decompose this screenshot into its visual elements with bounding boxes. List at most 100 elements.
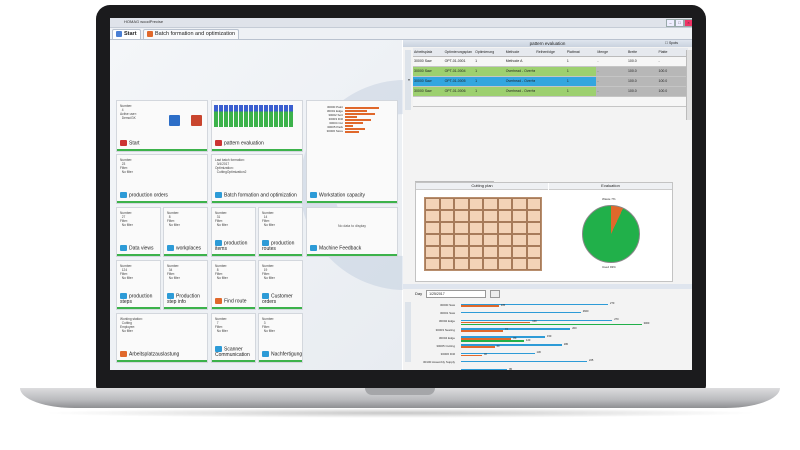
col-header[interactable]: Optimierungsplan	[444, 50, 472, 54]
col-header[interactable]: Methode	[505, 50, 520, 54]
tile-arbeitsplatzauslastung[interactable]: Working station: Cutting Employee: No fi…	[116, 313, 208, 363]
tile-production-items[interactable]: Number: 31 Filter: No filter production …	[211, 207, 256, 257]
tile-label: production items	[215, 239, 255, 252]
sheet-part	[439, 198, 454, 210]
col-header[interactable]: Platte	[658, 50, 668, 54]
window-title: HOMAG woodPrecise	[124, 19, 164, 24]
tile-text: Number: 14 Filter: No filter	[262, 211, 275, 227]
tile-nachfertigung[interactable]: Number: 3 Filter: No filter Nachfertigun…	[258, 313, 303, 363]
bar-value: 180	[563, 342, 569, 346]
bar-blue[interactable]	[461, 360, 587, 363]
grid-row[interactable]: 30000 Saw OPT-01-0004 1 Overhead - Overhead…	[413, 67, 689, 77]
col-header[interactable]: Menge	[597, 50, 609, 54]
tile-customer-orders[interactable]: Number: 19 Filter: No filter Customer or…	[258, 260, 303, 310]
bar-orange[interactable]	[461, 346, 495, 348]
grid-row[interactable]: 30000 Saw OPT-01-0005 1 Overhead - Overhead…	[413, 77, 689, 87]
col-header[interactable]: Reihenfolge	[536, 50, 555, 54]
tile-find-route[interactable]: Number: 8 Filter: No filter Find route	[211, 260, 256, 310]
sheet-part	[483, 210, 498, 222]
tile-bar	[117, 307, 160, 309]
sheet-part	[468, 222, 483, 234]
bar-value: 200	[572, 326, 577, 330]
tile-bar	[212, 254, 255, 256]
tile-machine-feedback[interactable]: No data to display Machine Feedback	[306, 207, 398, 257]
col-header[interactable]: Optimierung	[475, 50, 495, 54]
tab-start[interactable]: Start	[112, 29, 141, 39]
tile-label: Production step info	[167, 292, 207, 305]
close-button[interactable]: ×	[684, 19, 692, 27]
grid-cell	[413, 97, 444, 106]
grid-row[interactable]: 30000 Saw OPT-01-0001 1 Methode A 1 - 100.0 -	[413, 57, 688, 67]
bar-orange[interactable]	[461, 321, 531, 324]
capacity-toolbar: Day 1/25/2017	[415, 290, 501, 298]
tile-production-step-info[interactable]: Number: 34 Filter: No filter Production …	[163, 260, 208, 310]
tile-bar	[212, 360, 255, 362]
sheet-part	[425, 210, 440, 222]
sheet-part	[483, 222, 498, 234]
grid-row[interactable]: 30000 Saw OPT-01-0006 1 Overhead - Overhead…	[413, 87, 689, 97]
bar-blue[interactable]	[461, 311, 581, 314]
col-header[interactable]: Arbeitsplatz	[414, 50, 433, 54]
splitter[interactable]	[403, 284, 692, 289]
bar-blue[interactable]	[461, 328, 571, 330]
tile-capacity-label-text: Workstation capacity	[319, 192, 366, 199]
bar-green[interactable]	[461, 323, 642, 326]
sheet-part	[468, 210, 483, 222]
bar-value: 225	[589, 359, 594, 363]
date-select[interactable]: 1/25/2017	[426, 290, 487, 298]
bar-orange[interactable]	[461, 329, 503, 332]
bar-blue[interactable]	[461, 344, 562, 347]
bar-blue[interactable]	[461, 319, 613, 322]
tile-start-text: Number: 4 Active user: Demo/GK	[120, 104, 137, 120]
tile-bar	[259, 307, 302, 309]
bar-blue[interactable]	[461, 336, 545, 338]
period-label: Day	[415, 291, 423, 297]
tab-batch-formation[interactable]: Batch formation and optimization	[143, 29, 240, 39]
calendar-icon[interactable]	[490, 290, 501, 298]
bar-row: 30000 Saw 270 105	[413, 302, 685, 310]
sheet-part	[497, 210, 512, 222]
cutting-sheet[interactable]	[424, 197, 542, 271]
tile-batch-formation[interactable]: Last batch formation: 3/4/2017 Optimizat…	[211, 154, 303, 204]
tile-production-routes[interactable]: Number: 14 Filter: No filter production …	[258, 207, 303, 257]
tile-production-steps[interactable]: Number: 124 Filter: No filter production…	[116, 260, 161, 310]
bar-value: 2600	[582, 310, 589, 314]
bar-row: 30003 Nesting 200 72	[413, 327, 685, 335]
filter-strip[interactable]: ▼	[405, 50, 411, 110]
bar-orange[interactable]	[461, 305, 499, 307]
pattern-panel-title: pattern evaluation	[529, 41, 566, 46]
grid-cell: Overhead - Overhead	[505, 69, 536, 73]
tile-label: Find route	[215, 298, 247, 305]
tile-data-views[interactable]: Number: 27 Filter: No filter Data views	[116, 207, 161, 257]
tab-start-label: Start	[124, 31, 137, 37]
grid-cell: 1	[566, 69, 569, 73]
bar-orange[interactable]	[461, 354, 482, 357]
tile-bar	[164, 254, 207, 256]
sheet-part	[468, 198, 483, 210]
tile-production-orders[interactable]: Number: 23 Filter: No filter production …	[116, 154, 208, 204]
pattern-panel-header: pattern evaluation	[403, 40, 692, 47]
bar-orange[interactable]	[461, 338, 512, 340]
tile-start[interactable]: Number: 4 Active user: Demo/GK Start	[116, 100, 208, 152]
spots-checkbox[interactable]: ☐ Spots	[664, 41, 678, 45]
tile-workstation-capacity[interactable]: 30000 Paint 30001 Edge 30002 Sort 30003 …	[306, 100, 398, 204]
col-header[interactable]: Breite	[627, 50, 638, 54]
grid-scrollbar[interactable]	[686, 50, 692, 120]
grid-cell	[535, 77, 566, 86]
sheet-part	[425, 246, 440, 258]
filter-strip-2[interactable]	[405, 302, 411, 362]
minimize-button[interactable]: –	[666, 19, 675, 27]
col-header[interactable]: Plattmat	[566, 50, 580, 54]
tile-workplaces[interactable]: Number: 8 Filter: No filter workplaces	[163, 207, 208, 257]
bar-green[interactable]	[461, 340, 524, 342]
maximize-button[interactable]: □	[675, 19, 684, 27]
bar-row: 30001 Saw 2600	[413, 310, 685, 318]
tile-scanner-communication[interactable]: Number: 7 Filter: No filter Scanner Comm…	[211, 313, 256, 363]
grid-row[interactable]	[413, 97, 688, 107]
bar-blue[interactable]	[461, 303, 608, 306]
home-icon	[116, 30, 122, 37]
bar-blue[interactable]	[461, 369, 508, 370]
bar-label: 30005 Cutting	[436, 343, 455, 348]
tile-pattern-evaluation[interactable]: pattern evaluation	[211, 100, 303, 152]
bar-blue[interactable]	[461, 352, 535, 355]
